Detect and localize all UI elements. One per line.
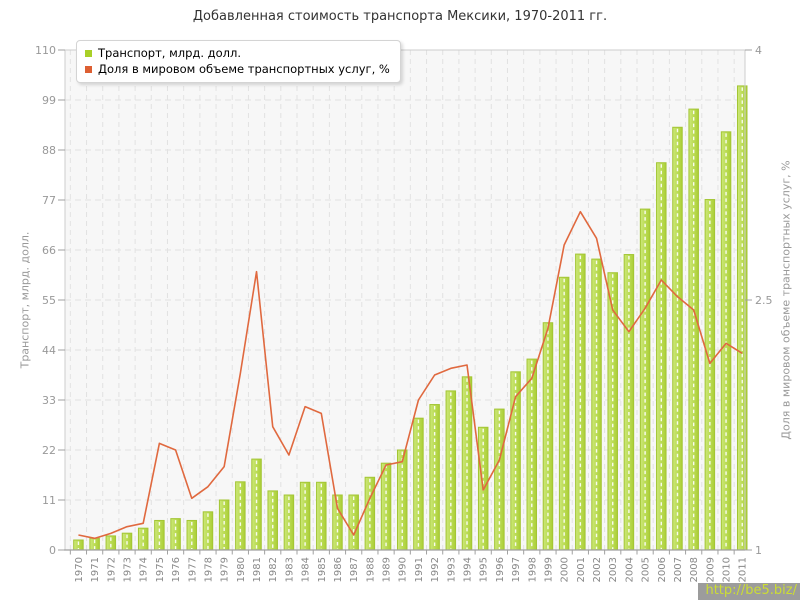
legend: Транспорт, млрд. долл. Доля в мировом об… [76,40,401,83]
svg-text:44: 44 [42,344,56,357]
svg-text:88: 88 [42,144,56,157]
x-label-1970: 1970 [74,557,85,582]
x-label-1989: 1989 [382,557,393,582]
x-label-1985: 1985 [317,557,328,582]
x-label-1998: 1998 [527,557,538,582]
x-label-2011: 2011 [738,557,749,582]
x-label-2009: 2009 [705,557,716,582]
x-label-1976: 1976 [171,557,182,582]
x-label-1984: 1984 [301,557,312,582]
x-label-1980: 1980 [236,557,247,582]
legend-swatch-line-icon [85,65,92,73]
svg-text:22: 22 [42,444,56,457]
x-label-1992: 1992 [430,557,441,582]
x-label-2000: 2000 [560,557,571,582]
x-label-2007: 2007 [673,557,684,582]
svg-text:77: 77 [42,194,56,207]
x-label-2010: 2010 [722,557,733,582]
bar-1978 [202,511,214,551]
x-label-1997: 1997 [511,557,522,582]
x-label-1990: 1990 [398,557,409,582]
svg-text:66: 66 [42,244,56,257]
watermark-link[interactable]: http://be5.biz/ [698,583,800,600]
svg-text:4: 4 [755,44,762,57]
x-label-2004: 2004 [624,557,635,582]
x-label-1999: 1999 [543,557,554,582]
x-label-2002: 2002 [592,557,603,582]
x-label-1979: 1979 [220,557,231,582]
svg-text:99: 99 [42,94,56,107]
svg-text:2.5: 2.5 [755,294,773,307]
x-label-1975: 1975 [155,557,166,582]
x-label-1974: 1974 [139,557,150,582]
x-label-1977: 1977 [187,557,198,582]
svg-text:110: 110 [35,44,56,57]
x-label-1982: 1982 [268,557,279,582]
x-label-1981: 1981 [252,557,263,582]
x-label-2003: 2003 [608,557,619,582]
x-label-1971: 1971 [90,557,101,582]
legend-item-share[interactable]: Доля в мировом объеме транспортных услуг… [85,61,390,77]
x-label-2005: 2005 [641,557,652,582]
x-label-1988: 1988 [365,557,376,582]
left-axis-title: Транспорт, млрд. долл. [18,231,32,369]
x-label-1993: 1993 [446,557,457,582]
share-line [78,210,743,540]
x-label-2008: 2008 [689,557,700,582]
x-label-1986: 1986 [333,557,344,582]
x-label-1978: 1978 [203,557,214,582]
svg-text:0: 0 [49,544,56,557]
x-label-1994: 1994 [463,557,474,582]
legend-label-share: Доля в мировом объеме транспортных услуг… [98,62,390,76]
legend-item-transport[interactable]: Транспорт, млрд. долл. [85,45,390,61]
x-label-1973: 1973 [123,557,134,582]
x-label-1995: 1995 [479,557,490,582]
right-axis-title: Доля в мировом объеме транспортных услуг… [779,160,793,440]
x-label-1983: 1983 [284,557,295,582]
chart-title: Добавленная стоимость транспорта Мексики… [192,9,608,24]
x-label-1987: 1987 [349,557,360,582]
legend-label-transport: Транспорт, млрд. долл. [98,46,242,60]
svg-text:1: 1 [755,544,762,557]
x-label-1996: 1996 [495,557,506,582]
x-label-2001: 2001 [576,557,587,582]
svg-text:11: 11 [42,494,56,507]
legend-swatch-bar-icon [85,49,92,57]
x-label-2006: 2006 [657,557,668,582]
svg-text:33: 33 [42,394,56,407]
svg-text:55: 55 [42,294,56,307]
x-label-1991: 1991 [414,557,425,582]
bar-1981 [251,458,262,551]
x-label-1972: 1972 [106,557,117,582]
bar-2009 [704,199,716,551]
